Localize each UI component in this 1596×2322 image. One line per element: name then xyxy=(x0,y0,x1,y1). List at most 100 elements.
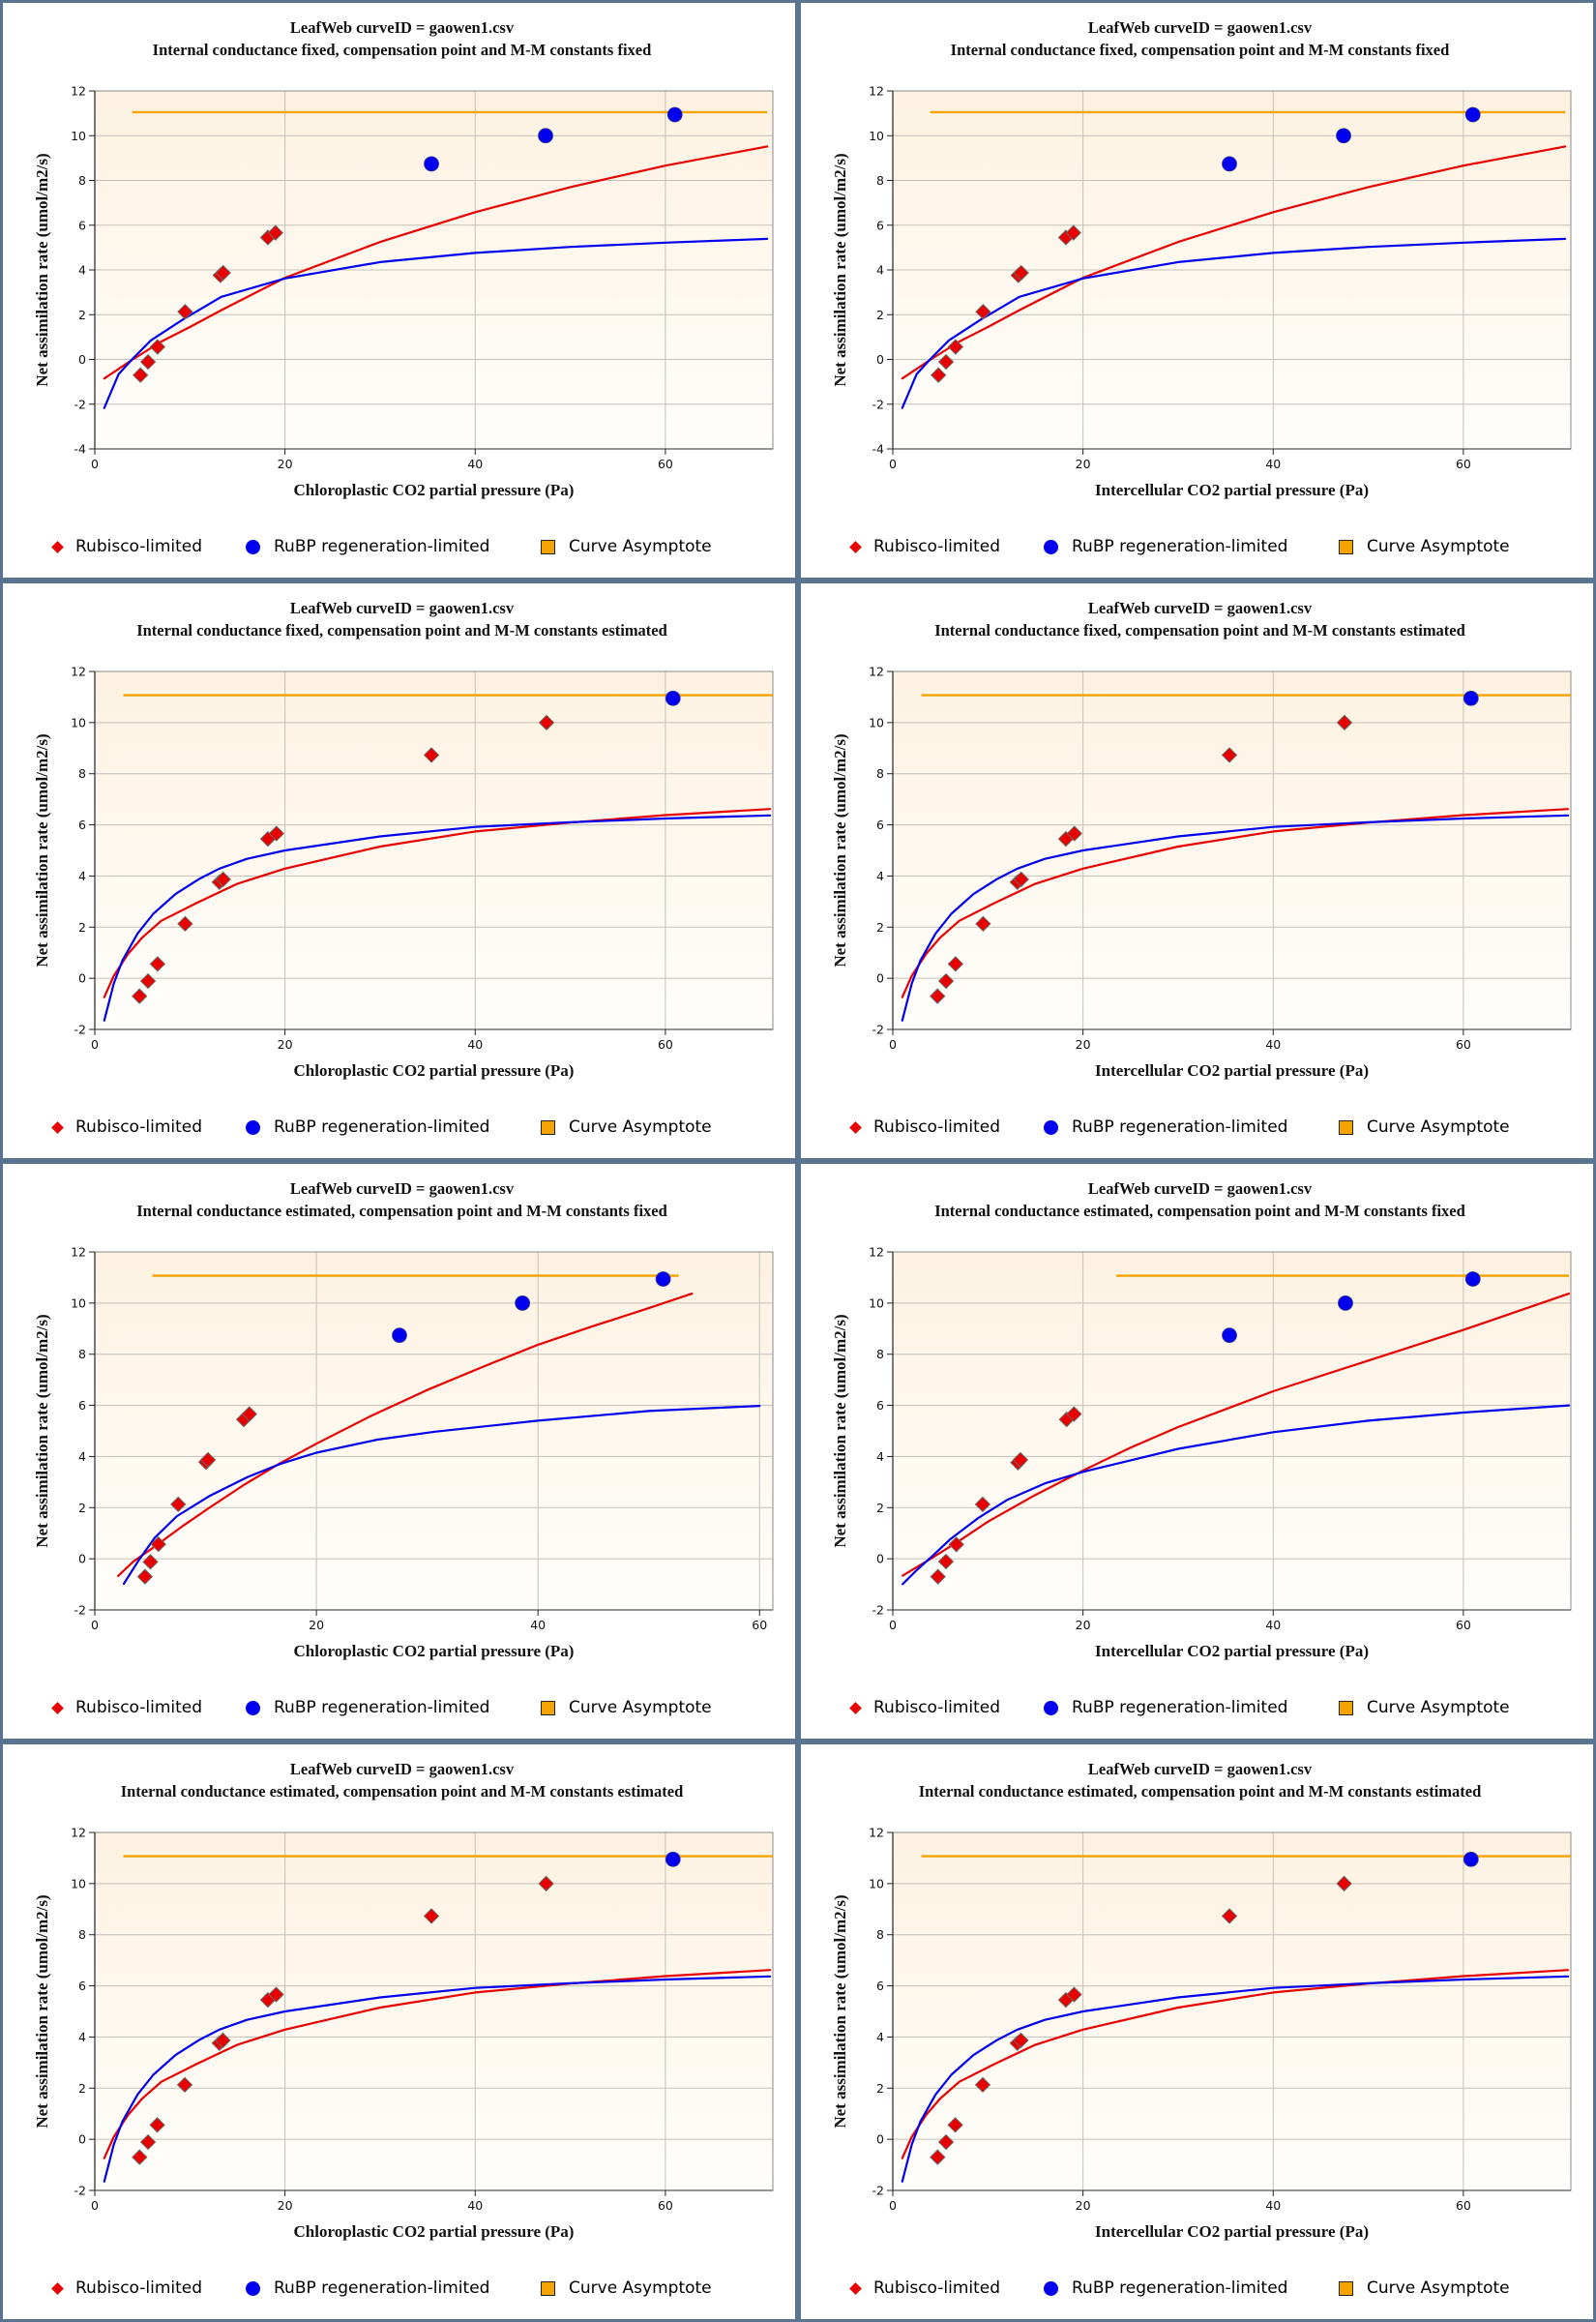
y-tick-label: 6 xyxy=(78,218,86,232)
square-icon xyxy=(1339,1119,1353,1135)
diamond-icon xyxy=(849,1120,862,1134)
rubisco-point xyxy=(1066,1406,1082,1422)
x-tick-label: 0 xyxy=(889,1037,897,1052)
x-axis-title: Intercellular CO2 partial pressure (Pa) xyxy=(1095,1061,1369,1080)
y-tick-label: -4 xyxy=(74,442,87,457)
rubisco-point xyxy=(1013,2032,1029,2049)
y-tick-label: 8 xyxy=(78,1927,86,1942)
plot-marks xyxy=(901,694,1571,1022)
x-tick-label: 0 xyxy=(889,1618,897,1632)
square-icon xyxy=(541,539,555,554)
legend-label: Curve Asymptote xyxy=(569,1698,712,1717)
plot-area xyxy=(95,671,773,1029)
x-axis-title: Intercellular CO2 partial pressure (Pa) xyxy=(1095,1642,1369,1660)
rubisco-point xyxy=(139,353,157,371)
y-tick-label: -2 xyxy=(74,1023,86,1037)
y-tick-label: -2 xyxy=(872,1603,884,1618)
rubisco-point xyxy=(930,2149,946,2165)
legend-item-rubisco: Rubisco-limited xyxy=(49,2277,202,2300)
rubisco-point xyxy=(930,988,946,1004)
plot-area xyxy=(893,1252,1571,1610)
rubisco-point xyxy=(215,264,231,282)
legend-item-rubp: RuBP regeneration-limited xyxy=(1044,2277,1287,2300)
rubisco-point xyxy=(241,1406,257,1422)
chart-svg: -2 0 2 4 6 8 10 12 0 20 40 60 Chloroplastic CO2 part… xyxy=(33,1826,774,2241)
circle-icon xyxy=(246,1119,260,1135)
y-tick-label: 0 xyxy=(876,352,884,367)
y-tick-label: 0 xyxy=(78,352,86,367)
square-icon xyxy=(541,2280,555,2296)
plot-area xyxy=(893,1832,1571,2190)
rubisco-point xyxy=(139,972,157,990)
y-axis-title: Net assimilation rate (umol/m2/s) xyxy=(831,733,849,967)
square-icon xyxy=(541,1700,555,1715)
x-tick-label: 0 xyxy=(889,457,897,471)
legend-item-rubp: RuBP regeneration-limited xyxy=(246,1116,489,1139)
rubisco-point xyxy=(1336,714,1353,731)
y-axis-title: Net assimilation rate (umol/m2/s) xyxy=(831,1894,849,2128)
chart-subtitle: Internal conductance estimated, compensa… xyxy=(934,1202,1465,1220)
chart-svg: -2 0 2 4 6 8 10 12 0 20 40 60 Intercellular CO2 part… xyxy=(831,665,1572,1080)
legend-item-rubisco: Rubisco-limited xyxy=(847,1116,1000,1139)
rubisco-point xyxy=(132,988,148,1004)
square-icon xyxy=(1339,1700,1353,1715)
y-tick-label: 8 xyxy=(78,173,86,188)
x-tick-label: 0 xyxy=(91,2198,99,2213)
rubp-fit-curve xyxy=(103,1975,772,2183)
y-tick-label: 12 xyxy=(869,665,884,679)
rubp-point xyxy=(1336,128,1351,144)
rubisco-point xyxy=(177,915,193,933)
x-tick-label: 60 xyxy=(658,2198,673,2213)
legend-item-asymptote: Curve Asymptote xyxy=(541,1696,712,1719)
rubisco-point xyxy=(947,2117,963,2133)
legend-label: Curve Asymptote xyxy=(569,537,712,556)
x-axis-title: Intercellular CO2 partial pressure (Pa) xyxy=(1095,2222,1369,2241)
x-tick-label: 20 xyxy=(1076,1037,1091,1052)
chart-svg: -2 0 2 4 6 8 10 12 0 20 40 60 Intercellular CO2 part… xyxy=(831,1826,1572,2241)
rubisco-point xyxy=(538,1875,554,1892)
y-tick-label: 8 xyxy=(876,1347,884,1361)
y-axis-title: Net assimilation rate (umol/m2/s) xyxy=(33,733,51,967)
legend-label: RuBP regeneration-limited xyxy=(1072,2278,1288,2298)
rubp-point xyxy=(1338,1295,1353,1311)
chart-panel: LeafWeb curveID = gaowen1.csv Internal co… xyxy=(798,1742,1596,2322)
y-tick-label: 10 xyxy=(71,1876,86,1890)
rubisco-point xyxy=(937,1553,955,1570)
square-icon xyxy=(541,1119,555,1135)
x-tick-label: 40 xyxy=(467,457,483,471)
rubisco-point xyxy=(215,2032,231,2049)
legend-label: Rubisco-limited xyxy=(873,1698,1001,1717)
y-tick-label: 10 xyxy=(869,1295,884,1310)
y-tick-label: 8 xyxy=(876,1927,884,1942)
rubisco-point xyxy=(150,1535,166,1553)
rubisco-point xyxy=(149,2117,165,2133)
circle-icon xyxy=(1044,2280,1058,2296)
chart-svg: -2 0 2 4 6 8 10 12 0 20 40 60 Chloroplastic CO2 part… xyxy=(33,665,774,1080)
circle-icon xyxy=(1044,1700,1058,1715)
y-tick-label: 10 xyxy=(869,129,884,143)
x-tick-label: 40 xyxy=(530,1618,546,1632)
x-axis-title: Chloroplastic CO2 partial pressure (Pa) xyxy=(294,2222,575,2241)
legend-label: Rubisco-limited xyxy=(75,1698,203,1717)
rubp-point xyxy=(1222,1327,1237,1344)
y-tick-label: 4 xyxy=(876,1449,884,1464)
legend-label: Rubisco-limited xyxy=(873,1117,1001,1137)
chart-title: LeafWeb curveID = gaowen1.csv xyxy=(1087,599,1313,617)
chart-title: LeafWeb curveID = gaowen1.csv xyxy=(1087,1179,1313,1198)
legend-item-rubp: RuBP regeneration-limited xyxy=(246,2277,489,2300)
y-tick-label: 12 xyxy=(869,1245,884,1260)
chart-subtitle: Internal conductance fixed, compensation… xyxy=(152,41,652,59)
x-tick-label: 60 xyxy=(658,457,673,471)
rubisco-point xyxy=(142,1554,159,1570)
legend-label: RuBP regeneration-limited xyxy=(274,537,490,556)
y-tick-label: 2 xyxy=(78,308,86,322)
x-tick-label: 0 xyxy=(889,2198,897,2213)
x-tick-label: 40 xyxy=(467,1037,483,1052)
y-tick-label: 12 xyxy=(869,1826,884,1840)
x-tick-label: 40 xyxy=(1265,1037,1281,1052)
x-tick-label: 60 xyxy=(1456,457,1471,471)
legend-label: Rubisco-limited xyxy=(873,537,1001,556)
legend-label: Curve Asymptote xyxy=(1367,1117,1510,1137)
y-tick-label: 12 xyxy=(71,665,86,679)
